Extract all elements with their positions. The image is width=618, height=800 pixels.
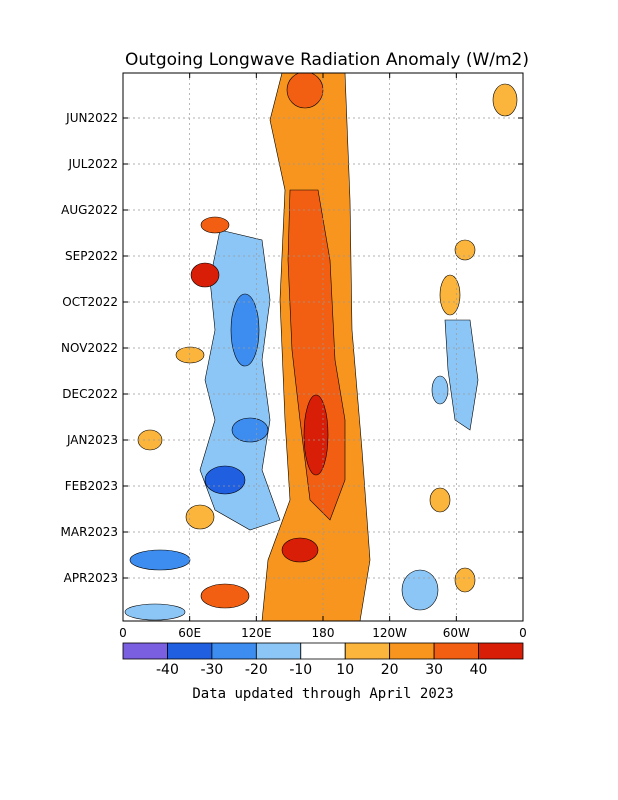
colorbar-tick-label: 10 (336, 662, 354, 678)
y-tick-label: NOV2022 (61, 341, 118, 355)
y-tick-label: DEC2022 (62, 387, 118, 401)
negative-core-30 (230, 293, 260, 367)
positive-patch-feb (185, 504, 215, 530)
positive-patch-east-5 (492, 83, 518, 117)
x-axis: 0 60E 120E 180 120W 60W 0 (119, 73, 527, 640)
colorbar-swatch (300, 642, 346, 660)
x-tick-label: 0 (519, 626, 527, 640)
y-tick-label: SEP2022 (65, 249, 118, 263)
negative-patch-jan (231, 417, 269, 443)
y-tick-label: JAN2023 (66, 433, 118, 447)
positive-core-40 (303, 394, 329, 476)
negative-core-40 (204, 465, 246, 495)
colorbar-swatch (255, 642, 302, 660)
colorbar-swatch (211, 642, 257, 660)
grid-lines (123, 73, 523, 621)
colorbar-tick-label: -30 (200, 662, 223, 678)
colorbar-swatch (344, 642, 391, 660)
colorbar-tick-label: -20 (245, 662, 268, 678)
negative-patch-end (124, 603, 186, 621)
y-tick-label: OCT2022 (62, 295, 118, 309)
colorbar-tick-label: 40 (470, 662, 488, 678)
x-tick-label: 120E (241, 626, 272, 640)
colorbar-swatch (167, 642, 213, 660)
colorbar-swatch (389, 642, 435, 660)
y-axis: JUN2022 JUL2022 AUG2022 SEP2022 OCT2022 NOV20… (61, 111, 523, 585)
chart-title: Outgoing Longwave Radiation Anomaly (W/m… (125, 50, 529, 70)
positive-patch-sep (190, 262, 220, 288)
negative-patch-east-apr (401, 569, 439, 611)
negative-patch-apr (129, 549, 191, 571)
positive-patch-east-4 (454, 567, 476, 593)
y-tick-label: MAR2023 (61, 525, 118, 539)
x-tick-label: 120W (372, 626, 407, 640)
positive-patch-aug (200, 216, 230, 234)
y-tick-label: FEB2023 (65, 479, 118, 493)
negative-patch-east (444, 319, 479, 431)
y-tick-label: APR2023 (64, 571, 118, 585)
negative-region-20 (199, 229, 281, 531)
colorbar-tick-label: -40 (156, 662, 179, 678)
plot-area: JUN2022 JUL2022 AUG2022 SEP2022 OCT2022 NOV20… (61, 72, 527, 640)
y-tick-label: JUN2022 (65, 111, 118, 125)
positive-patch-east (439, 274, 461, 316)
colorbar-swatch (122, 642, 168, 660)
footer-note: Data updated through April 2023 (192, 686, 453, 702)
colorbar-tick-label: -10 (289, 662, 312, 678)
positive-patch-apr (200, 583, 250, 609)
colorbar-swatch (433, 642, 479, 660)
colorbar-swatch (478, 642, 524, 660)
colorbar: -40 -30 -20 -10 10 20 30 40 (122, 642, 524, 678)
x-tick-label: 60W (443, 626, 470, 640)
colorbar-tick-label: 20 (381, 662, 399, 678)
colorbar-tick-label: 30 (425, 662, 443, 678)
positive-patch-east-2 (454, 239, 476, 261)
y-tick-label: AUG2022 (61, 203, 118, 217)
positive-patch-east-3 (429, 487, 451, 513)
positive-band-30 (287, 189, 346, 521)
x-tick-label: 0 (119, 626, 127, 640)
x-tick-label: 60E (178, 626, 201, 640)
positive-patch-north (286, 73, 324, 109)
x-tick-label: 180 (312, 626, 335, 640)
negative-patch-east-2 (431, 375, 449, 405)
positive-patch-south (281, 537, 319, 563)
y-tick-label: JUL2022 (67, 157, 118, 171)
